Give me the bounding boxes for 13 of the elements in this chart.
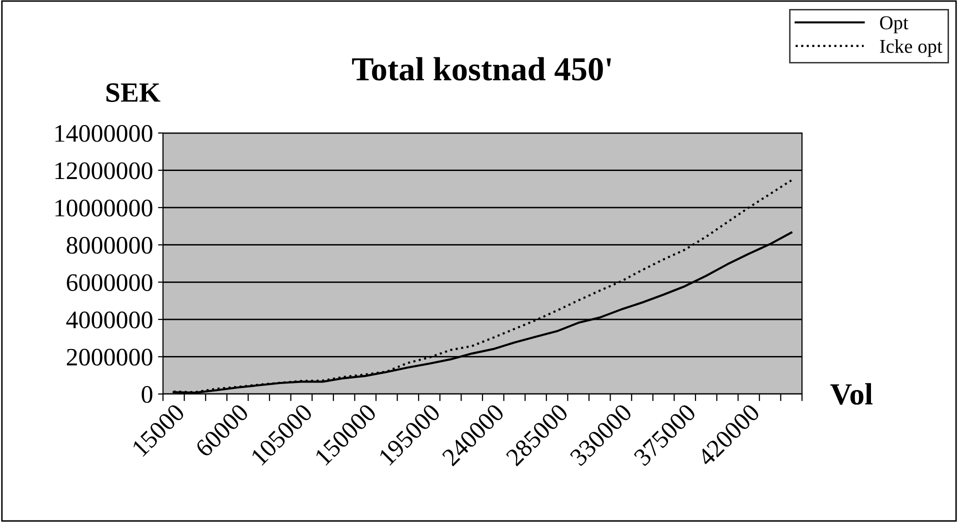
- legend-label: Icke opt: [880, 39, 942, 57]
- chart-title: Total kostnad 450': [352, 57, 611, 81]
- y-tick-label: 14000000: [55, 125, 152, 142]
- legend-label: Opt: [880, 16, 908, 34]
- y-tick-label: 4000000: [66, 311, 152, 328]
- y-tick-label: 12000000: [55, 162, 152, 180]
- y-tick-label: 0: [142, 386, 152, 403]
- y-axis-title: SEK: [106, 83, 160, 102]
- x-axis-title: Vol: [830, 383, 873, 405]
- y-tick-label: 10000000: [55, 200, 152, 216]
- y-tick-label: 8000000: [66, 236, 152, 254]
- y-tick-label: 2000000: [66, 348, 152, 366]
- y-tick-label: 6000000: [66, 274, 152, 292]
